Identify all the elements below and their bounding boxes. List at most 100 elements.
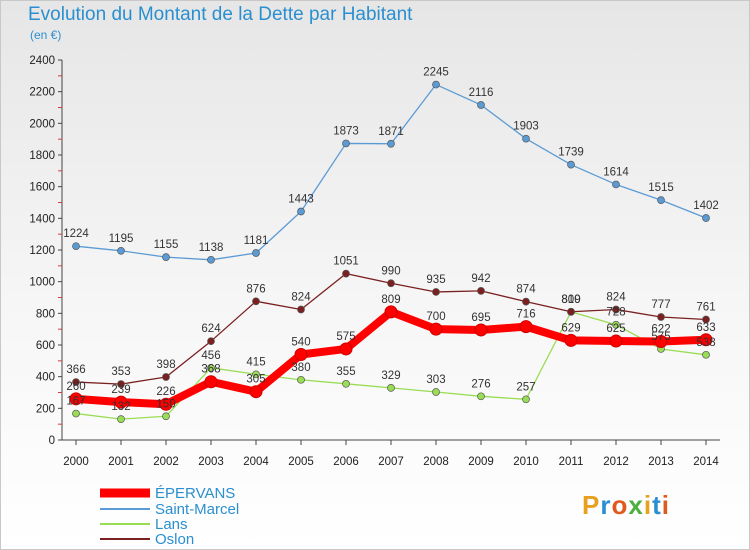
x-tick-label: 2008 (423, 456, 449, 468)
data-label: 239 (111, 384, 130, 396)
data-label: 355 (336, 366, 355, 378)
data-label: 329 (381, 370, 400, 382)
data-label: 257 (516, 381, 535, 393)
data-label: 1443 (288, 194, 314, 206)
data-point (72, 409, 80, 418)
y-tick-label: 1800 (29, 150, 55, 162)
data-point (702, 350, 710, 359)
data-point (204, 375, 218, 389)
data-label: 1515 (648, 182, 674, 194)
data-point (522, 297, 530, 306)
data-point (339, 342, 353, 356)
data-point (702, 315, 710, 324)
legend-label: Saint-Marcel (155, 501, 239, 518)
data-label: 1739 (558, 147, 584, 159)
data-label: 876 (246, 283, 265, 295)
data-point (612, 305, 620, 314)
data-point (702, 214, 710, 222)
data-point (432, 80, 440, 89)
y-tick-label: 2000 (29, 118, 55, 130)
series-lines (69, 80, 713, 423)
data-label: 810 (561, 294, 580, 306)
data-point (207, 255, 215, 264)
data-point (522, 134, 530, 143)
legend-label: ÉPERVANS (155, 485, 235, 502)
data-label: 1871 (378, 126, 404, 138)
data-label: 1614 (603, 166, 629, 178)
data-point (72, 242, 80, 251)
data-labels: 260 239 226 368 305 540 575 809 700 695 716 629 625 6… (63, 67, 719, 414)
data-point (387, 139, 395, 148)
x-tick-label: 2001 (108, 456, 134, 468)
data-label: 2245 (423, 67, 449, 79)
data-point (387, 384, 395, 392)
data-label: 695 (471, 312, 490, 324)
data-label: 716 (516, 309, 535, 321)
data-label: 728 (606, 307, 625, 319)
data-label: 633 (696, 322, 715, 334)
y-tick-label: 1200 (29, 245, 55, 257)
data-label: 824 (291, 292, 311, 304)
x-tick-label: 2011 (559, 456, 584, 468)
data-label: 380 (291, 362, 310, 374)
x-tick-label: 2007 (378, 456, 404, 468)
data-point (519, 320, 533, 334)
y-tick-label: 2200 (29, 87, 55, 99)
data-point (252, 249, 260, 257)
data-point (117, 380, 125, 388)
y-tick-label: 1000 (29, 277, 55, 289)
data-label: 226 (156, 386, 175, 398)
data-point (384, 305, 398, 319)
data-label: 260 (66, 381, 85, 393)
data-label: 398 (156, 359, 175, 371)
data-point (477, 287, 485, 295)
data-label: 809 (381, 294, 400, 306)
data-point (567, 160, 575, 169)
x-tick-label: 2006 (333, 456, 359, 468)
x-tick-label: 2012 (603, 456, 629, 468)
data-label: 777 (651, 299, 670, 311)
data-point (117, 415, 125, 423)
x-tick-label: 2013 (648, 456, 674, 468)
data-point (162, 412, 170, 421)
data-point (159, 397, 173, 411)
x-tick-label: 2000 (63, 456, 89, 468)
data-point (249, 385, 263, 399)
y-tick-label: 1600 (29, 182, 55, 194)
data-label: 1195 (109, 233, 134, 245)
data-point (207, 363, 215, 372)
data-point (477, 392, 485, 401)
data-point (252, 297, 260, 306)
data-label: 368 (201, 364, 220, 376)
x-tick-label: 2014 (693, 456, 719, 468)
data-label: 1155 (154, 239, 179, 251)
x-tick-label: 2002 (153, 456, 179, 468)
data-label: 575 (336, 331, 355, 343)
legend-label: Lans (155, 516, 188, 533)
data-point (297, 375, 305, 384)
data-point (432, 288, 440, 296)
data-point (612, 180, 620, 189)
data-point (252, 370, 260, 379)
data-label: 415 (246, 356, 265, 368)
data-point (69, 392, 83, 406)
data-point (432, 388, 440, 396)
data-label: 1138 (199, 242, 224, 254)
data-point (387, 279, 395, 288)
data-point (162, 253, 170, 261)
data-label: 303 (426, 374, 445, 386)
data-label: 824 (606, 292, 626, 304)
data-point (654, 335, 668, 349)
data-point (72, 378, 80, 386)
data-point (474, 323, 488, 337)
data-point (522, 395, 530, 404)
data-point (567, 307, 575, 316)
data-point (429, 322, 443, 336)
data-label: 874 (516, 284, 536, 296)
data-label: 2116 (469, 87, 494, 99)
data-point (657, 196, 665, 204)
chart-subtitle: (en €) (30, 28, 62, 42)
data-point (162, 373, 170, 381)
